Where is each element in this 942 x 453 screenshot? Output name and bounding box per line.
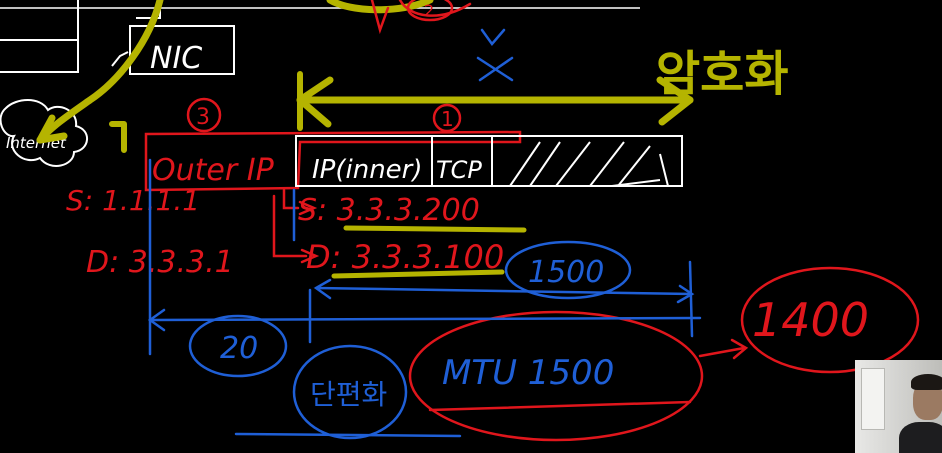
- inner-source-ip: S: 3.3.3.200: [298, 193, 480, 228]
- fragmentation-label: 단편화: [310, 378, 387, 411]
- size-1400-label: 1400: [752, 293, 869, 347]
- webcam-presenter-hair: [911, 374, 942, 390]
- circle-1-label: 1: [441, 107, 454, 131]
- mtu-label: MTU 1500: [442, 353, 614, 393]
- webcam-overlay: [855, 360, 942, 453]
- inner-packet-box: [295, 135, 683, 187]
- tcp-label: TCP: [436, 156, 482, 184]
- webcam-wall-frame: [861, 368, 885, 430]
- nic-label: NIC: [150, 41, 202, 76]
- circle-3-label: 3: [196, 105, 210, 130]
- outer-ip-label: Outer IP: [152, 153, 275, 188]
- korean-encryption-label: 암호화: [656, 46, 788, 102]
- outer-source-ip: S: 1.1.1.1: [66, 184, 200, 217]
- blue-annotations: [147, 28, 702, 440]
- circle-2-label: 2: [424, 1, 434, 20]
- outer-destination-ip: D: 3.3.3.1: [86, 245, 234, 280]
- inner-ip-label: IP(inner): [312, 155, 423, 185]
- white-sketch-top-left: [0, 0, 640, 75]
- size-1500-label: 1500: [528, 255, 604, 290]
- inner-destination-ip: D: 3.3.3.100: [306, 238, 504, 276]
- olive-annotations: [36, 0, 694, 279]
- size-20-label: 20: [220, 331, 258, 366]
- webcam-presenter-shirt: [899, 422, 942, 453]
